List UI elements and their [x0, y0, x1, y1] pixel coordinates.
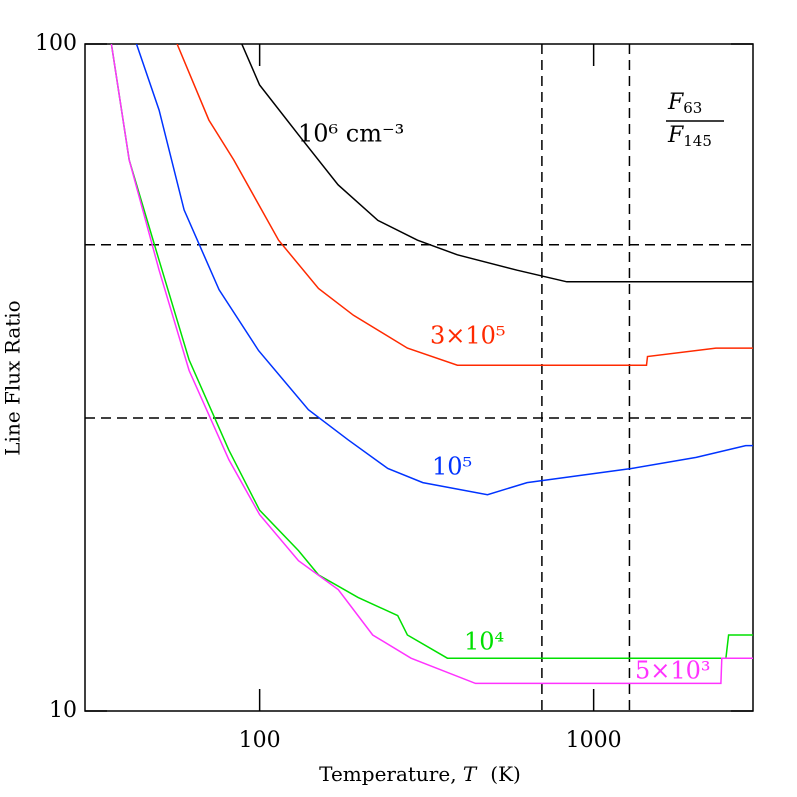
series-line: [110, 44, 753, 659]
series-line: [176, 44, 753, 366]
denominator: F145: [667, 123, 712, 150]
x-tick-label: 1000: [566, 728, 622, 753]
numerator-sub: 63: [683, 99, 702, 117]
ratio-label: F63 F145: [666, 90, 724, 150]
x-axis-label: Temperature, T (K): [319, 762, 521, 786]
series-label: 10⁴: [464, 628, 504, 656]
numerator: F63: [667, 90, 702, 117]
x-label-text: Temperature,: [319, 762, 463, 786]
denominator-symbol: F: [667, 123, 684, 148]
series-label: 5×10³: [635, 657, 711, 685]
series-label: 3×10⁵: [430, 322, 506, 350]
series-line: [241, 44, 753, 283]
series-label: 10⁶ cm⁻³: [298, 120, 404, 148]
denominator-sub: 145: [683, 132, 712, 150]
numerator-symbol: F: [667, 90, 684, 115]
series-label: 10⁵: [432, 453, 472, 481]
series-line: [135, 44, 753, 496]
x-tick-label: 100: [239, 728, 281, 753]
plot-frame: [84, 43, 754, 712]
series-line: [110, 44, 753, 685]
y-tick-label: 10: [49, 698, 77, 723]
y-tick-label: 100: [35, 31, 77, 56]
y-axis-label: Line Flux Ratio: [1, 300, 25, 455]
x-label-symbol: T: [463, 762, 478, 786]
x-label-unit: (K): [490, 762, 521, 786]
